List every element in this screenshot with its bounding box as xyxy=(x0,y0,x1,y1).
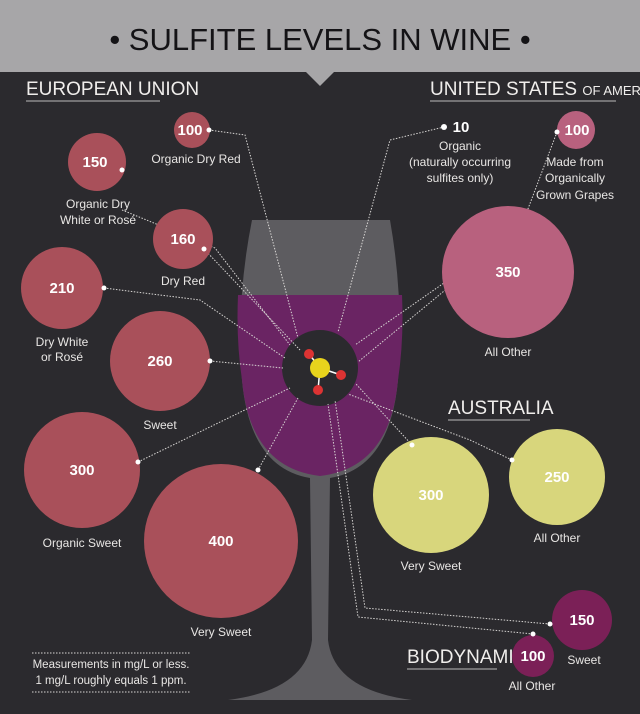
svg-text:Sweet: Sweet xyxy=(567,653,601,667)
biodynamic-header: BIODYNAMIC xyxy=(407,647,527,668)
title-banner: • SULFITE LEVELS IN WINE • xyxy=(0,0,640,86)
measurement-note: Measurements in mg/L or less. 1 mg/L rou… xyxy=(32,652,190,693)
svg-text:White or Rosé: White or Rosé xyxy=(60,213,136,227)
svg-text:210: 210 xyxy=(49,280,74,297)
svg-text:350: 350 xyxy=(495,264,520,281)
svg-text:400: 400 xyxy=(208,533,233,550)
svg-text:Dry White: Dry White xyxy=(36,335,89,349)
svg-text:Organically: Organically xyxy=(545,171,605,185)
svg-text:150: 150 xyxy=(82,154,107,171)
connector-lines xyxy=(103,126,558,635)
australia-bubble-very-sweet: 300 Very Sweet xyxy=(373,437,489,573)
svg-text:sulfites only): sulfites only) xyxy=(427,171,494,185)
eu-bubble-dry-white: 210 Dry White or Rosé xyxy=(21,247,107,364)
svg-text:Very Sweet: Very Sweet xyxy=(401,559,462,573)
page-title: • SULFITE LEVELS IN WINE • xyxy=(109,22,530,57)
us-bubble-all-other: 350 All Other xyxy=(442,206,574,359)
svg-text:or Rosé: or Rosé xyxy=(41,350,83,364)
australia-header: AUSTRALIA xyxy=(448,398,554,419)
svg-text:1 mg/L roughly equals 1 ppm.: 1 mg/L roughly equals 1 ppm. xyxy=(35,675,186,687)
us-bubble-organic-grapes: 100 Made from Organically Grown Grapes xyxy=(536,111,614,202)
biodynamic-bubble-all-other: 100 All Other xyxy=(509,631,556,693)
svg-text:150: 150 xyxy=(569,612,594,629)
svg-text:260: 260 xyxy=(147,353,172,370)
svg-text:Organic Sweet: Organic Sweet xyxy=(43,536,122,550)
eu-bubble-dry-red: 160 Dry Red xyxy=(153,209,213,288)
svg-text:10: 10 xyxy=(453,119,470,136)
svg-text:Dry Red: Dry Red xyxy=(161,274,205,288)
eu-bubble-organic-sweet: 300 Organic Sweet xyxy=(24,412,141,550)
eu-bubble-very-sweet: 400 Very Sweet xyxy=(144,464,298,639)
svg-text:All Other: All Other xyxy=(509,679,556,693)
us-header: UNITED STATES OF AMERICA xyxy=(430,79,640,100)
svg-text:100: 100 xyxy=(520,648,545,665)
svg-text:All Other: All Other xyxy=(485,345,532,359)
svg-text:Sweet: Sweet xyxy=(143,418,177,432)
australia-bubble-all-other: 250 All Other xyxy=(509,429,605,545)
us-bubble-organic: 10 Organic (naturally occurring sulfites… xyxy=(409,119,511,185)
svg-text:250: 250 xyxy=(544,469,569,486)
sulfite-molecule-icon xyxy=(304,349,346,395)
svg-text:(naturally occurring: (naturally occurring xyxy=(409,155,511,169)
eu-bubble-organic-dry-white: 150 Organic Dry White or Rosé xyxy=(60,133,136,227)
svg-text:Organic Dry: Organic Dry xyxy=(66,197,130,211)
eu-bubble-sweet: 260 Sweet xyxy=(110,311,213,432)
svg-text:100: 100 xyxy=(177,122,202,139)
svg-text:Organic Dry Red: Organic Dry Red xyxy=(151,152,240,166)
svg-text:100: 100 xyxy=(564,122,589,139)
svg-text:300: 300 xyxy=(69,462,94,479)
svg-text:Grown Grapes: Grown Grapes xyxy=(536,188,614,202)
eu-bubble-organic-dry-red: 100 Organic Dry Red xyxy=(151,112,241,166)
svg-text:160: 160 xyxy=(170,231,195,248)
svg-text:Measurements in mg/L or less.: Measurements in mg/L or less. xyxy=(33,659,190,671)
svg-text:All Other: All Other xyxy=(534,531,581,545)
svg-text:Made from: Made from xyxy=(546,155,603,169)
biodynamic-bubble-sweet: 150 Sweet xyxy=(547,590,612,667)
svg-text:Organic: Organic xyxy=(439,139,481,153)
eu-header: EUROPEAN UNION xyxy=(26,79,199,100)
svg-text:Very Sweet: Very Sweet xyxy=(191,625,252,639)
svg-text:300: 300 xyxy=(418,487,443,504)
